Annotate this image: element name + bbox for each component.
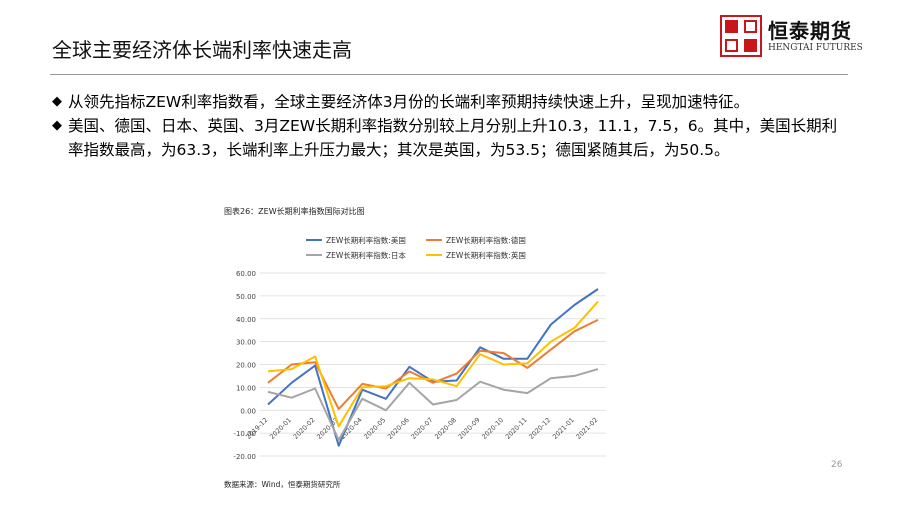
page-number: 26	[831, 460, 843, 470]
y-tick-label: 30.00	[236, 339, 256, 347]
x-tick-label: 2020-12	[527, 416, 552, 441]
x-tick-label: 2020-10	[480, 416, 505, 441]
x-tick-label: 2020-05	[362, 416, 387, 441]
source-note: 数据来源：Wind，恒泰期货研究所	[224, 480, 341, 489]
company-logo: 恒泰期货 HENGTAI FUTURES	[720, 15, 870, 65]
y-tick-label: -20.00	[233, 453, 256, 461]
x-tick-label: 2020-09	[457, 416, 482, 441]
x-tick-label: 2021-01	[551, 416, 576, 441]
chart-container: 图表26：ZEW长期利率指数国际对比图 60.00 50.00 40.00 30.00…	[218, 206, 616, 492]
x-tick-label: 2020-08	[433, 416, 458, 441]
y-tick-label: 0.00	[240, 407, 256, 415]
series-line	[267, 368, 599, 441]
x-tick-label: 2020-06	[386, 416, 411, 441]
slide-title: 全球主要经济体长端利率快速走高	[52, 38, 352, 62]
legend-label: ZEW长期利率指数:美国	[326, 235, 406, 245]
y-tick-label: 20.00	[236, 362, 256, 370]
y-tick-label: 40.00	[236, 316, 256, 324]
y-tick-label: -10.00	[233, 430, 256, 438]
bullet-list: 从领先指标ZEW利率指数看，全球主要经济体3月份的长端利率预期持续快速上升，呈现…	[52, 90, 842, 162]
series-line	[267, 300, 599, 428]
x-tick-label: 2019-12	[245, 416, 270, 441]
x-tick-label: 2020-11	[504, 416, 529, 441]
y-tick-label: 60.00	[236, 270, 256, 278]
legend-label: ZEW长期利率指数:德国	[446, 235, 526, 245]
legend-label: ZEW长期利率指数:日本	[326, 250, 406, 260]
logo-english-name: HENGTAI FUTURES	[768, 43, 863, 53]
x-tick-label: 2020-02	[292, 416, 317, 441]
x-tick-label: 2021-02	[575, 416, 600, 441]
x-tick-label: 2020-01	[268, 416, 293, 441]
title-divider	[50, 74, 848, 75]
bullet-item-2: 美国、德国、日本、英国、3月ZEW长期利率指数分别较上月分别上升10.3，11.…	[52, 114, 842, 162]
legend-label: ZEW长期利率指数:英国	[446, 250, 526, 260]
logo-chinese-name: 恒泰期货	[768, 19, 852, 43]
line-chart: 60.00 50.00 40.00 30.00 20.00 10.00 0.00 -10.00…	[233, 235, 606, 461]
y-tick-label: 10.00	[236, 384, 256, 392]
chart-caption: 图表26：ZEW长期利率指数国际对比图	[224, 207, 365, 216]
bullet-item-1: 从领先指标ZEW利率指数看，全球主要经济体3月份的长端利率预期持续快速上升，呈现…	[52, 90, 842, 114]
logo-seal-icon	[720, 15, 762, 57]
x-tick-label: 2020-07	[410, 416, 435, 441]
y-tick-label: 50.00	[236, 293, 256, 301]
